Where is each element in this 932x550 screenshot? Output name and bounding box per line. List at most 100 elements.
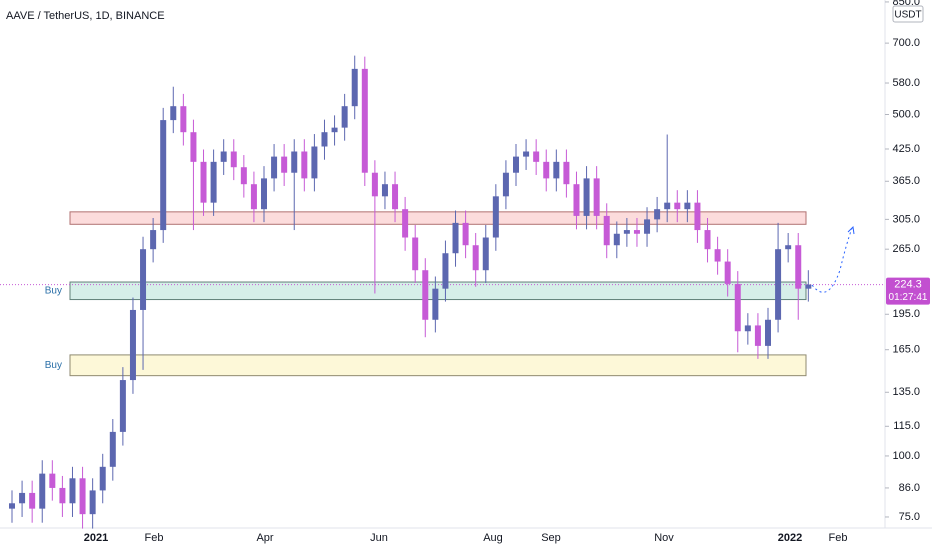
- y-tick-label: 75.0: [899, 511, 920, 523]
- candle-body: [422, 270, 429, 320]
- candle-body: [775, 249, 782, 320]
- candle-body: [150, 230, 157, 250]
- x-tick-label: 2021: [84, 532, 108, 544]
- candle-body: [200, 161, 207, 203]
- candle-body: [603, 215, 610, 246]
- candle-body: [371, 172, 378, 197]
- candle-body: [674, 202, 681, 210]
- price-tag: [886, 277, 930, 305]
- candle-body: [805, 284, 812, 289]
- candle-body: [754, 325, 761, 346]
- candle-body: [190, 132, 197, 162]
- candle-body: [240, 167, 247, 185]
- candle-body: [291, 151, 298, 173]
- candle-body: [119, 380, 126, 432]
- candle-body: [573, 184, 580, 216]
- price-tag-value: 224.3: [894, 278, 922, 290]
- candle-body: [29, 492, 36, 509]
- y-tick-label: 425.0: [892, 143, 920, 155]
- x-tick-label: Aug: [483, 532, 503, 544]
- y-tick-label: 580.0: [892, 77, 920, 89]
- candle-body: [140, 249, 147, 310]
- candle-body: [714, 249, 721, 262]
- candle-body: [432, 288, 439, 320]
- candle-body: [684, 202, 691, 210]
- candle-body: [49, 473, 56, 488]
- candle-body: [795, 245, 802, 289]
- y-tick-label: 195.0: [892, 308, 920, 320]
- candle-body: [311, 146, 318, 179]
- candle-body: [543, 161, 550, 179]
- candle-body: [513, 156, 519, 173]
- candle-body: [321, 132, 328, 147]
- candle-body: [644, 219, 651, 234]
- candle-body: [623, 230, 630, 234]
- x-tick-label: Apr: [256, 532, 273, 544]
- candle-body: [765, 319, 771, 346]
- candle-body: [341, 106, 348, 128]
- y-tick-label: 700.0: [892, 37, 920, 49]
- candle-body: [261, 178, 267, 210]
- candle-body: [613, 233, 620, 246]
- projection-arrow-head: [847, 225, 855, 235]
- candle-body: [472, 245, 479, 271]
- candle-body: [19, 492, 26, 504]
- candle-body: [351, 68, 358, 107]
- zone: [69, 354, 807, 377]
- candle-body: [482, 237, 489, 271]
- candle-body: [129, 309, 136, 381]
- candle-body: [89, 490, 96, 515]
- currency-box: [892, 5, 924, 23]
- candle-body: [563, 161, 570, 185]
- candle-body: [553, 161, 560, 179]
- y-tick-label: 850.0: [892, 0, 920, 8]
- candle-body: [230, 151, 237, 168]
- x-tick-label: Jun: [370, 532, 388, 544]
- candle-body: [533, 151, 540, 162]
- candle-body: [180, 106, 187, 133]
- x-tick-label: Nov: [654, 532, 674, 544]
- candle-body: [744, 325, 751, 332]
- y-tick-label: 500.0: [892, 108, 920, 120]
- candle-body: [381, 184, 388, 197]
- currency-label: USDT: [894, 10, 921, 21]
- candle-body: [301, 151, 308, 179]
- y-tick-label: 265.0: [892, 243, 920, 255]
- candle-body: [412, 237, 419, 271]
- candle-body: [109, 431, 116, 467]
- zone-label: Buy: [45, 360, 62, 371]
- candle-body: [583, 178, 590, 216]
- candle-body: [281, 156, 288, 173]
- candle-body: [593, 178, 600, 216]
- candle-body: [99, 466, 106, 491]
- candle-body: [9, 503, 15, 509]
- candle-body: [502, 172, 509, 197]
- candle-body: [654, 209, 661, 220]
- candle-body: [210, 161, 217, 203]
- candle-body: [785, 245, 792, 250]
- zone-label: Buy: [45, 285, 62, 296]
- candle-body: [160, 120, 167, 231]
- x-tick-label: Sep: [541, 532, 561, 544]
- candle-body: [69, 478, 76, 504]
- candle-body: [523, 151, 530, 157]
- candle-body: [331, 127, 338, 133]
- price-tag-countdown: 01:27:41: [889, 292, 928, 303]
- candle-body: [462, 222, 469, 246]
- candle-body: [633, 230, 640, 234]
- candle-body: [79, 478, 86, 515]
- y-tick-label: 365.0: [892, 175, 920, 187]
- chart-title: AAVE / TetherUS, 1D, BINANCE: [6, 10, 165, 22]
- candle-body: [664, 202, 671, 210]
- candle-body: [442, 253, 449, 289]
- x-tick-label: Feb: [829, 532, 848, 544]
- candle-body: [694, 202, 701, 231]
- y-tick-label: 135.0: [892, 386, 920, 398]
- candle-body: [402, 209, 409, 238]
- y-tick-label: 165.0: [892, 344, 920, 356]
- x-tick-label: Feb: [145, 532, 164, 544]
- candle-body: [452, 222, 459, 254]
- projection-arrow: [811, 227, 853, 293]
